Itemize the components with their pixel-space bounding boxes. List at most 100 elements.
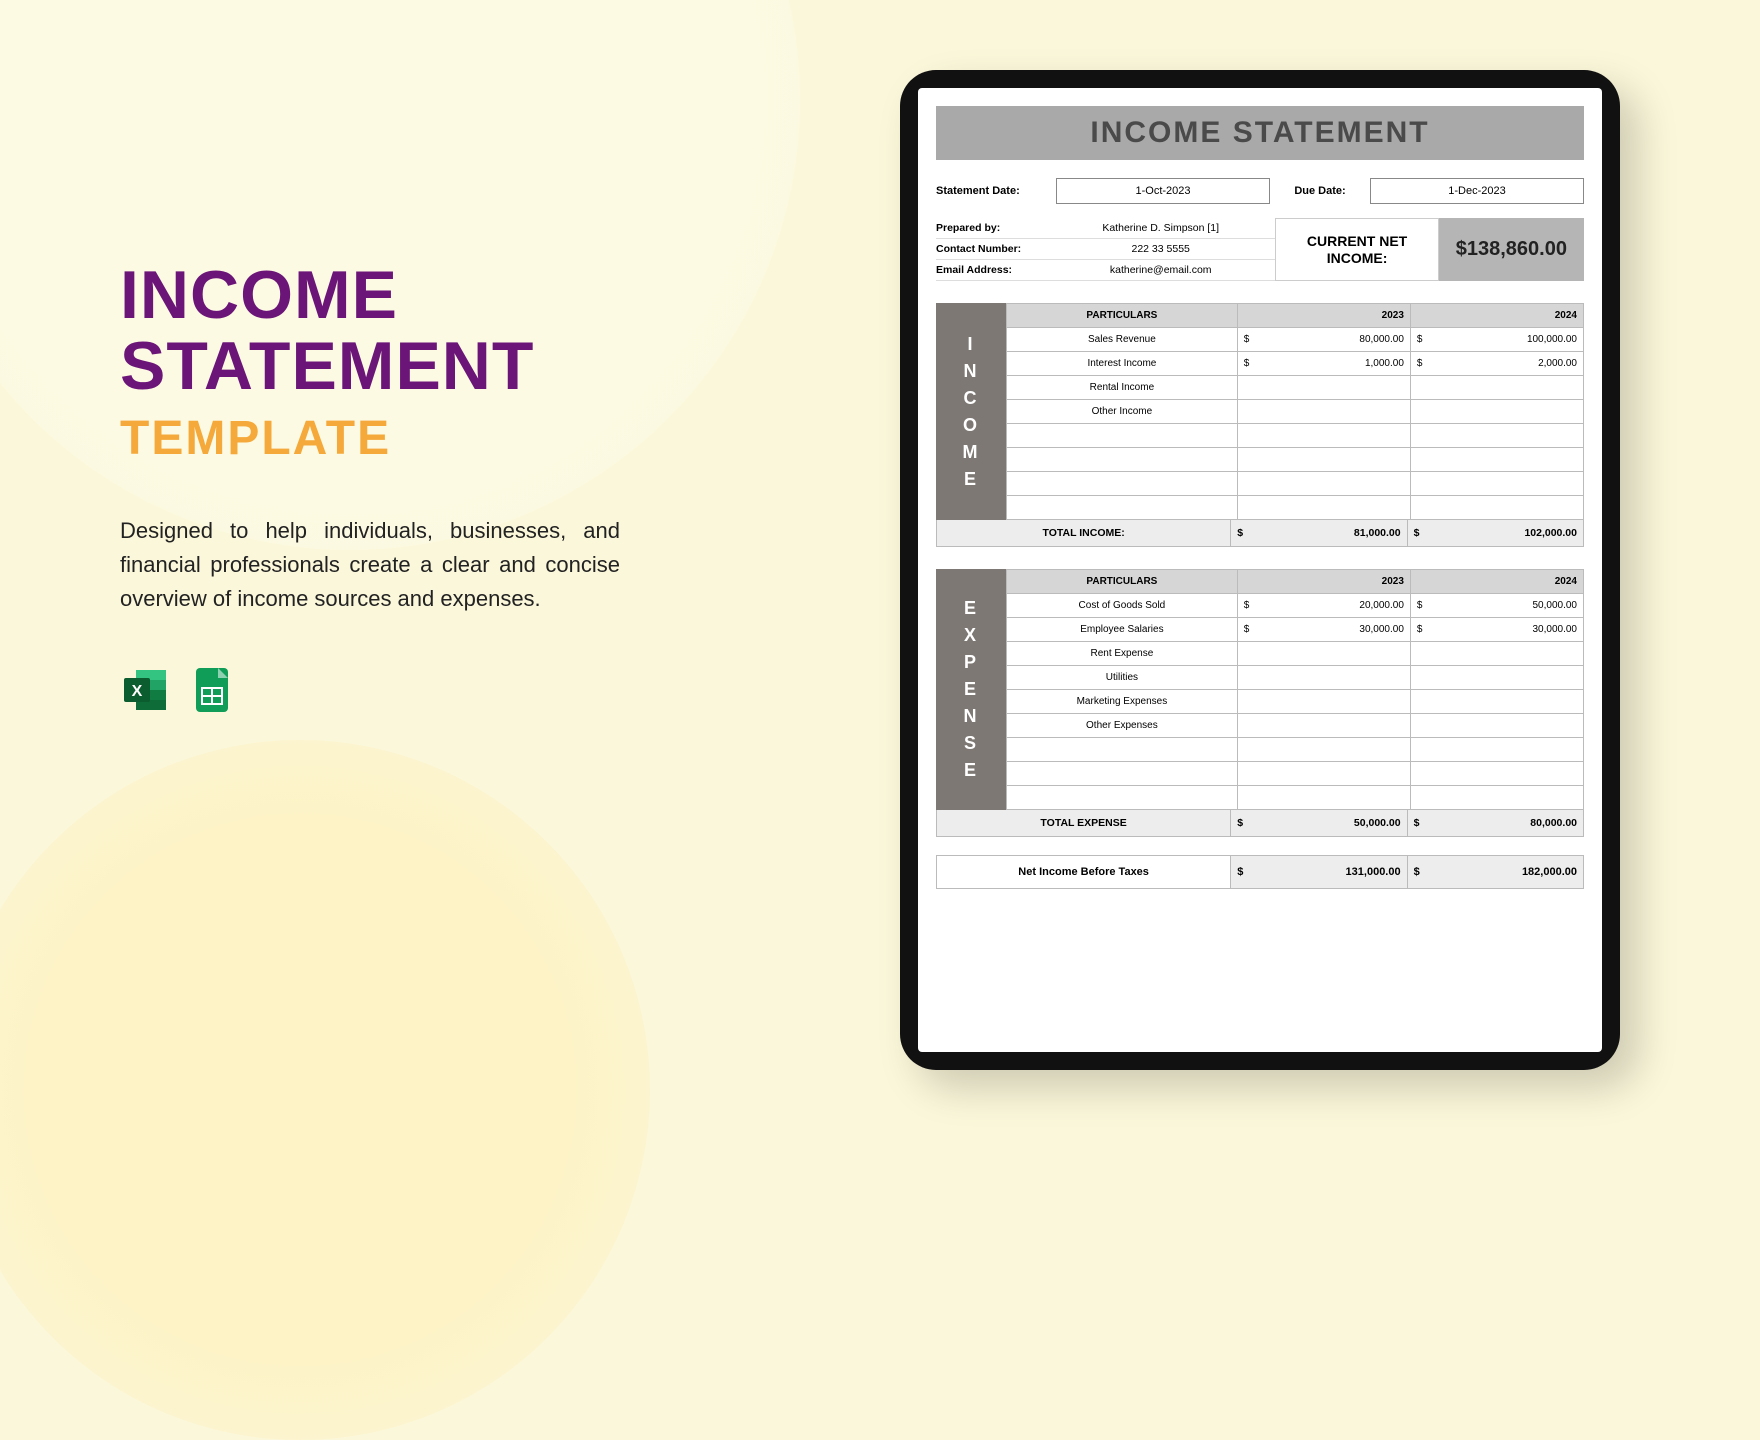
cell-year-2 <box>1410 400 1583 424</box>
app-icons-row: X <box>120 664 620 716</box>
cell-year-2: $30,000.00 <box>1410 618 1583 642</box>
table-row <box>1007 762 1584 786</box>
cell-particulars <box>1007 496 1238 520</box>
email-label: Email Address: <box>936 264 1046 276</box>
cell-year-1 <box>1237 496 1410 520</box>
expense-total-label: TOTAL EXPENSE <box>937 810 1231 836</box>
cell-year-2 <box>1410 642 1583 666</box>
cell-year-2: $2,000.00 <box>1410 352 1583 376</box>
due-date-value: 1-Dec-2023 <box>1370 178 1584 204</box>
income-section: INCOME PARTICULARS 2023 2024 Sales Reven… <box>936 303 1584 520</box>
cell-particulars: Cost of Goods Sold <box>1007 594 1238 618</box>
statement-date-label: Statement Date: <box>936 185 1046 197</box>
income-total-y2: $102,000.00 <box>1408 520 1583 546</box>
email-value: katherine@email.com <box>1046 264 1275 276</box>
table-row <box>1007 496 1584 520</box>
cell-particulars: Other Expenses <box>1007 714 1238 738</box>
net-income-label: CURRENT NET INCOME: <box>1275 218 1438 281</box>
net-before-tax-row: Net Income Before Taxes $131,000.00 $182… <box>936 855 1584 889</box>
google-sheets-icon <box>186 664 238 716</box>
date-row: Statement Date: 1-Oct-2023 Due Date: 1-D… <box>936 178 1584 204</box>
cell-year-2 <box>1410 786 1583 810</box>
cell-particulars <box>1007 786 1238 810</box>
cell-particulars: Marketing Expenses <box>1007 690 1238 714</box>
info-block: Prepared by:Katherine D. Simpson [1] Con… <box>936 218 1584 281</box>
net-income-value: $138,860.00 <box>1439 218 1584 281</box>
tablet-frame: INCOME STATEMENT Statement Date: 1-Oct-2… <box>900 70 1620 1070</box>
cell-year-1: $30,000.00 <box>1237 618 1410 642</box>
expense-side-label: EXPENSE <box>936 569 1006 810</box>
promo-panel: INCOME STATEMENT TEMPLATE Designed to he… <box>120 260 620 716</box>
cell-year-1 <box>1237 472 1410 496</box>
table-row <box>1007 472 1584 496</box>
prepared-by-value: Katherine D. Simpson [1] <box>1046 222 1275 234</box>
table-row <box>1007 738 1584 762</box>
table-row: Rent Expense <box>1007 642 1584 666</box>
table-row: Cost of Goods Sold$20,000.00$50,000.00 <box>1007 594 1584 618</box>
net-before-tax-label: Net Income Before Taxes <box>937 856 1231 888</box>
col-year-2: 2024 <box>1410 570 1583 594</box>
table-row: Other Income <box>1007 400 1584 424</box>
table-row: Employee Salaries$30,000.00$30,000.00 <box>1007 618 1584 642</box>
cell-particulars: Utilities <box>1007 666 1238 690</box>
cell-year-1 <box>1237 786 1410 810</box>
table-row: Interest Income$1,000.00$2,000.00 <box>1007 352 1584 376</box>
col-year-1: 2023 <box>1237 304 1410 328</box>
table-row <box>1007 448 1584 472</box>
cell-year-1 <box>1237 762 1410 786</box>
expense-section: EXPENSE PARTICULARS 2023 2024 Cost of Go… <box>936 569 1584 810</box>
table-row: Utilities <box>1007 666 1584 690</box>
cell-year-2 <box>1410 424 1583 448</box>
expense-total-row: TOTAL EXPENSE $50,000.00 $80,000.00 <box>936 809 1584 837</box>
cell-year-2 <box>1410 714 1583 738</box>
cell-year-1 <box>1237 714 1410 738</box>
cell-year-1 <box>1237 400 1410 424</box>
cell-year-1 <box>1237 666 1410 690</box>
net-before-tax-y1: $131,000.00 <box>1231 856 1407 888</box>
table-row: Rental Income <box>1007 376 1584 400</box>
cell-particulars: Employee Salaries <box>1007 618 1238 642</box>
net-before-tax-y2: $182,000.00 <box>1408 856 1583 888</box>
cell-year-2 <box>1410 472 1583 496</box>
cell-particulars: Sales Revenue <box>1007 328 1238 352</box>
cell-year-2 <box>1410 762 1583 786</box>
statement-date-value: 1-Oct-2023 <box>1056 178 1270 204</box>
cell-particulars <box>1007 762 1238 786</box>
cell-year-2 <box>1410 690 1583 714</box>
table-row: Other Expenses <box>1007 714 1584 738</box>
cell-year-1 <box>1237 448 1410 472</box>
cell-year-2 <box>1410 376 1583 400</box>
cell-year-1: $20,000.00 <box>1237 594 1410 618</box>
income-total-label: TOTAL INCOME: <box>937 520 1231 546</box>
cell-year-2 <box>1410 448 1583 472</box>
contact-value: 222 33 5555 <box>1046 243 1275 255</box>
income-total-y1: $81,000.00 <box>1231 520 1407 546</box>
cell-particulars <box>1007 424 1238 448</box>
tablet-screen: INCOME STATEMENT Statement Date: 1-Oct-2… <box>918 88 1602 1052</box>
cell-year-1 <box>1237 642 1410 666</box>
income-total-row: TOTAL INCOME: $81,000.00 $102,000.00 <box>936 519 1584 547</box>
table-row: Sales Revenue$80,000.00$100,000.00 <box>1007 328 1584 352</box>
svg-text:X: X <box>132 683 143 700</box>
document-banner: INCOME STATEMENT <box>936 106 1584 160</box>
cell-year-2: $100,000.00 <box>1410 328 1583 352</box>
cell-year-1: $80,000.00 <box>1237 328 1410 352</box>
cell-year-2 <box>1410 738 1583 762</box>
cell-particulars <box>1007 472 1238 496</box>
title-line-2: STATEMENT <box>120 331 620 402</box>
cell-year-1: $1,000.00 <box>1237 352 1410 376</box>
cell-year-2 <box>1410 666 1583 690</box>
income-side-label: INCOME <box>936 303 1006 520</box>
net-income-box: CURRENT NET INCOME: $138,860.00 <box>1275 218 1584 281</box>
col-particulars: PARTICULARS <box>1007 304 1238 328</box>
description-text: Designed to help individuals, businesses… <box>120 514 620 616</box>
table-row: Marketing Expenses <box>1007 690 1584 714</box>
cell-year-1 <box>1237 424 1410 448</box>
expense-total-y2: $80,000.00 <box>1408 810 1583 836</box>
title-subtitle: TEMPLATE <box>120 411 620 466</box>
due-date-label: Due Date: <box>1280 185 1360 197</box>
title-line-1: INCOME <box>120 260 620 331</box>
income-table: PARTICULARS 2023 2024 Sales Revenue$80,0… <box>1006 303 1584 520</box>
cell-year-1 <box>1237 738 1410 762</box>
bg-circle <box>0 740 650 1440</box>
